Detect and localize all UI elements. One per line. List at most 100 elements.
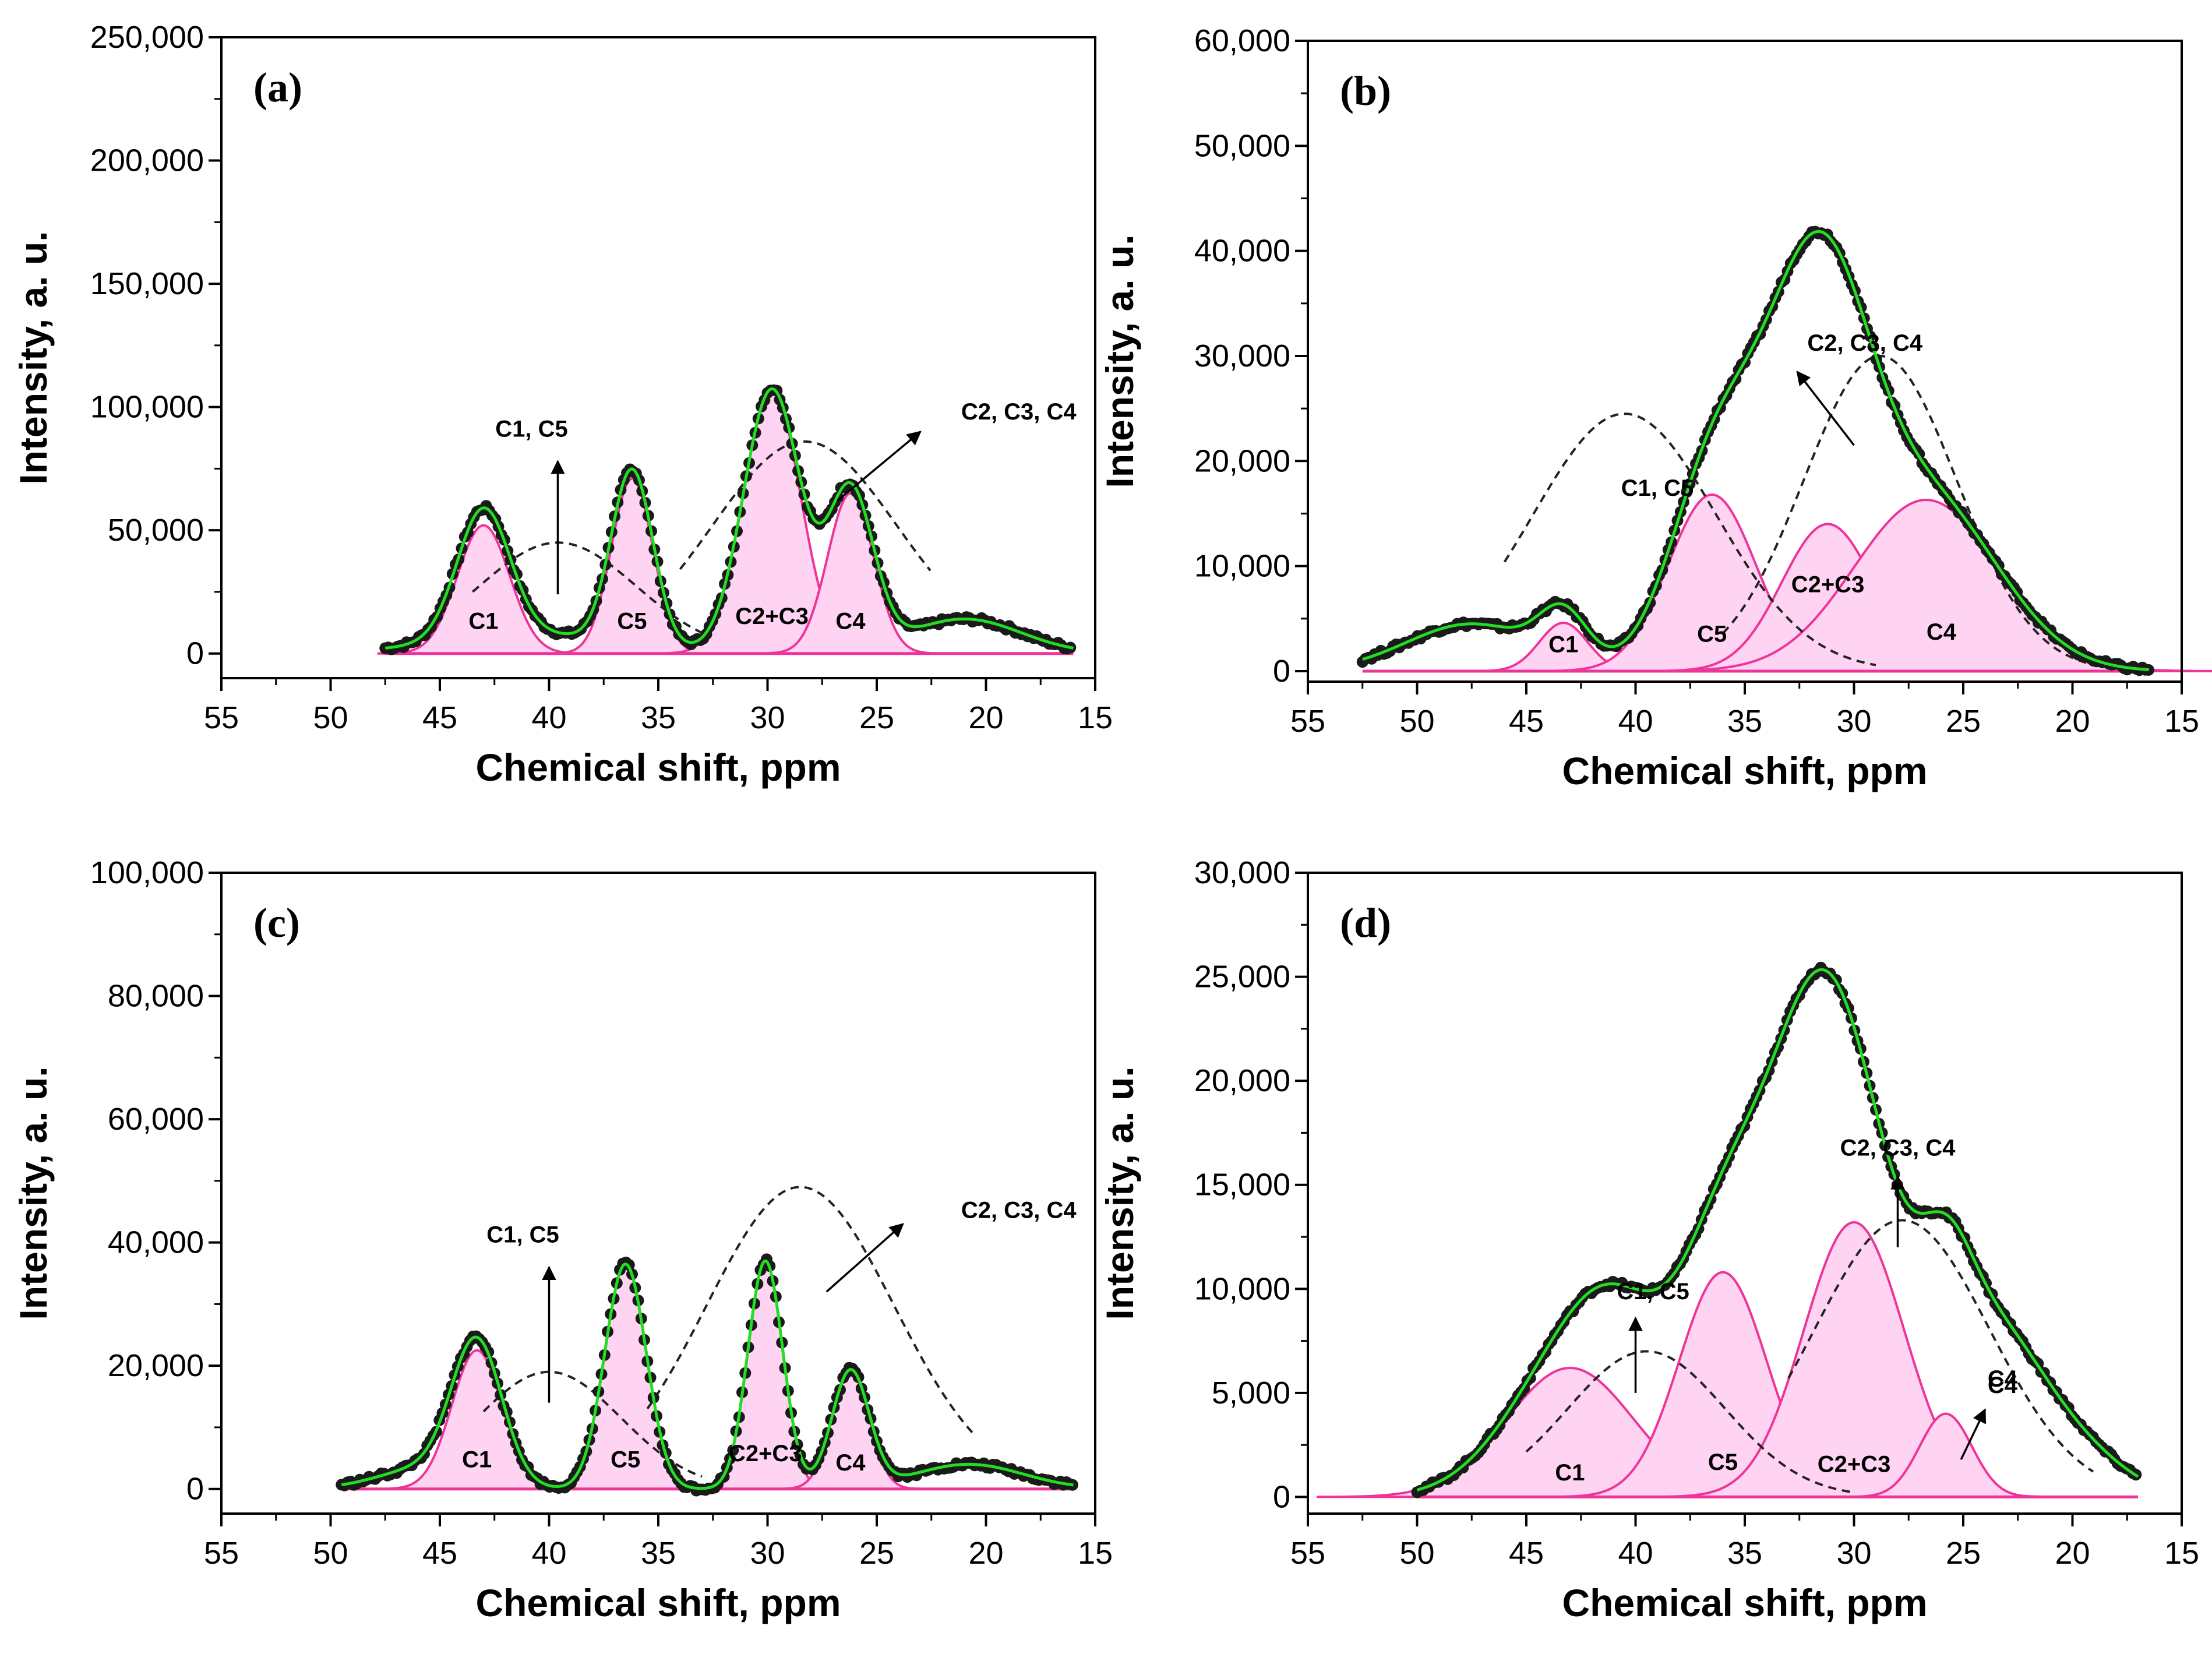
envelope-c2-c3-c4 [1787,1219,2094,1473]
x-tick-label: 40 [1618,704,1653,739]
component-peak-C4 [1841,1412,2051,1498]
peak-label-C2+C3: C2+C3 [729,1441,802,1466]
x-tick-label: 55 [204,700,239,735]
x-tick-label: 20 [968,700,1003,735]
x-tick-label: 15 [2164,1536,2199,1571]
x-tick-label: 55 [204,1536,239,1571]
annotation-label: C4 [1988,1366,2018,1392]
fit-curve [384,387,1074,650]
peak-label-C2+C3: C2+C3 [1791,572,1865,598]
x-tick-label: 30 [1836,704,1871,739]
peak-label-C5: C5 [1708,1450,1738,1475]
envelope-c2-c3-c4 [646,1186,976,1437]
x-axis-title: Chemical shift, ppm [1562,749,1927,792]
annotation-arrow [837,431,922,502]
x-tick-label: 45 [1509,704,1544,739]
y-tick-label: 50,000 [108,513,204,548]
y-tick-label: 50,000 [1194,128,1290,163]
y-tick-label: 40,000 [108,1225,204,1260]
y-tick-label: 0 [186,636,204,671]
peak-label-C2+C3: C2+C3 [1818,1452,1891,1477]
annotation-label: C1, C5 [495,416,568,442]
x-tick-label: 20 [968,1536,1003,1571]
x-tick-label: 30 [1836,1536,1871,1571]
panel-d: 55 50 45 40 35 30 25 20 15 0 5,000 10,000 15,000 20,0… [1098,855,2199,1624]
x-tick-label: 50 [313,700,348,735]
panel-label: (b) [1340,68,1391,114]
annotation-label: C2, C3, C4 [1840,1135,1956,1161]
y-tick-label: 0 [1273,654,1290,689]
x-tick-label: 50 [313,1536,348,1571]
x-axis-title: Chemical shift, ppm [475,746,841,789]
x-axis-title: Chemical shift, ppm [1562,1581,1927,1624]
annotation-arrow [1960,1408,1987,1460]
x-tick-label: 30 [750,700,785,735]
x-tick-label: 40 [531,700,566,735]
annotation-label: C1, C5 [486,1222,559,1248]
x-tick-label: 20 [2055,704,2090,739]
annotation-arrow [1796,371,1855,446]
panel-label: (c) [253,900,300,946]
y-axis-title: Intensity, a. u. [12,231,55,484]
panel-b: 55 50 45 40 35 30 25 20 15 0 10,000 20,000 30,000 40,… [1098,23,2212,792]
annotation-label: C2, C3, C4 [961,399,1077,425]
y-tick-label: 80,000 [108,979,204,1014]
x-tick-label: 45 [1509,1536,1544,1571]
annotation-label: C1, C5 [1621,475,1694,501]
annotation-arrow [825,1223,904,1293]
y-tick-label: 25,000 [1194,960,1290,995]
peak-label-C1: C1 [468,608,498,634]
envelope-c2-c3-c4 [679,440,932,572]
y-tick-label: 30,000 [1194,338,1290,373]
x-tick-label: 55 [1290,704,1325,739]
x-tick-label: 25 [1946,1536,1981,1571]
y-tick-label: 250,000 [90,20,204,55]
x-tick-label: 40 [1618,1536,1653,1571]
y-tick-label: 40,000 [1194,234,1290,269]
fit-curve [1416,968,2139,1491]
fit-curve [1362,230,2149,671]
component-peak-C1 [378,524,590,655]
peak-label-C1: C1 [462,1447,492,1473]
y-tick-label: 10,000 [1194,1271,1290,1306]
x-tick-label: 25 [859,700,894,735]
y-axis-title: Intensity, a. u. [1098,1066,1141,1320]
envelope-c2-c3-c4 [1722,355,2116,670]
x-tick-label: 40 [531,1536,566,1571]
panel-a: 55 50 45 40 35 30 25 20 15 0 50,000 100,000 150,000 2… [12,20,1113,789]
panel-label: (a) [253,64,302,111]
peak-label-C1: C1 [1555,1460,1585,1486]
y-tick-label: 15,000 [1194,1168,1290,1202]
x-tick-label: 45 [422,700,457,735]
panel-c: 55 50 45 40 35 30 25 20 15 0 20,000 40,000 60,000 80,… [12,855,1113,1624]
peak-label-C1: C1 [1548,632,1578,658]
x-tick-label: 55 [1290,1536,1325,1571]
y-tick-label: 150,000 [90,266,204,301]
y-tick-label: 20,000 [108,1348,204,1383]
x-tick-label: 50 [1399,704,1434,739]
y-tick-label: 0 [186,1472,204,1507]
panel-label: (d) [1340,900,1391,946]
x-tick-label: 45 [422,1536,457,1571]
y-tick-label: 100,000 [90,390,204,425]
x-tick-label: 15 [2164,704,2199,739]
peak-label-C4: C4 [1988,1373,2018,1398]
x-tick-label: 20 [2055,1536,2090,1571]
annotation-label: C2, C3, C4 [1807,330,1923,356]
annotation-label: C1, C5 [1617,1279,1689,1304]
x-tick-label: 15 [1078,700,1113,735]
y-tick-label: 100,000 [90,855,204,890]
x-tick-label: 15 [1078,1536,1113,1571]
x-tick-label: 35 [641,700,676,735]
y-tick-label: 60,000 [108,1102,204,1137]
y-tick-label: 30,000 [1194,855,1290,890]
x-tick-label: 25 [859,1536,894,1571]
y-tick-label: 200,000 [90,143,204,178]
peak-label-C5: C5 [617,608,647,634]
y-tick-label: 60,000 [1194,23,1290,58]
peak-label-C4: C4 [1927,619,1957,645]
x-tick-label: 35 [1727,1536,1762,1571]
y-axis-title: Intensity, a. u. [12,1066,55,1320]
y-tick-label: 5,000 [1212,1376,1290,1410]
